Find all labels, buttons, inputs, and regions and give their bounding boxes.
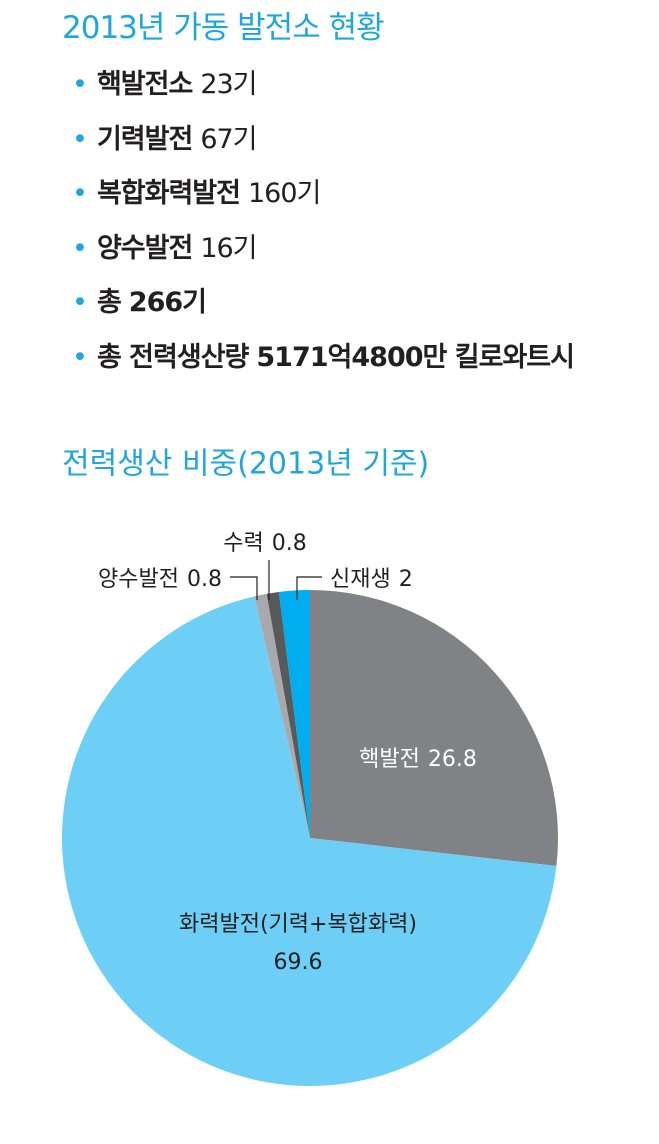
item-value: 67기 bbox=[200, 123, 257, 155]
item-label: 총 bbox=[96, 287, 122, 318]
item-value: 23기 bbox=[200, 69, 257, 100]
list-title: 2013년 가동 발전소 현황 bbox=[62, 10, 385, 46]
pie-slice bbox=[266, 591, 310, 838]
slice-value: 2 bbox=[399, 567, 413, 592]
item-label: 양수발전 bbox=[96, 232, 193, 264]
pie-slice bbox=[61, 596, 557, 1086]
chart-title: 전력생산 비중(2013년 기준) bbox=[62, 447, 429, 482]
item-value: 16기 bbox=[200, 232, 257, 264]
slice-value: 26.8 bbox=[428, 747, 477, 772]
slice-category: 양수발전 bbox=[98, 567, 179, 592]
plant-list: 핵발전소23기기력발전67기복합화력발전160기양수발전16기총266기총 전력… bbox=[72, 62, 575, 390]
slice-label: 양수발전 0.8 bbox=[98, 567, 222, 592]
pie-slice bbox=[278, 590, 310, 838]
item-label: 복합화력발전 bbox=[96, 178, 241, 209]
slice-category: 신재생 bbox=[330, 567, 391, 592]
slice-label: 수력 0.8 bbox=[223, 531, 306, 556]
pie-slice bbox=[310, 590, 558, 866]
slice-category: 핵발전 bbox=[359, 747, 420, 772]
slice-category: 수력 bbox=[223, 531, 263, 556]
slice-label: 신재생 2 bbox=[330, 567, 413, 592]
slice-label: 핵발전 26.8 bbox=[359, 747, 477, 772]
slice-label: 화력발전(기력+복합화력) 69.6 bbox=[179, 912, 417, 975]
leader-line bbox=[296, 576, 322, 600]
leader-line bbox=[230, 576, 258, 600]
item-label: 총 전력생산량 bbox=[96, 341, 249, 373]
slice-value: 69.6 bbox=[274, 950, 323, 975]
pie-slice bbox=[254, 593, 310, 838]
slice-value: 0.8 bbox=[187, 567, 222, 592]
item-label: 핵발전소 bbox=[96, 69, 193, 100]
item-value: 160기 bbox=[247, 178, 321, 209]
item-label: 기력발전 bbox=[96, 123, 193, 155]
slice-category: 화력발전(기력+복합화력) bbox=[179, 912, 417, 937]
item-value: 266기 bbox=[128, 287, 207, 318]
item-value: 5171억4800만 킬로와트시 bbox=[256, 341, 575, 373]
slice-value: 0.8 bbox=[272, 531, 307, 556]
